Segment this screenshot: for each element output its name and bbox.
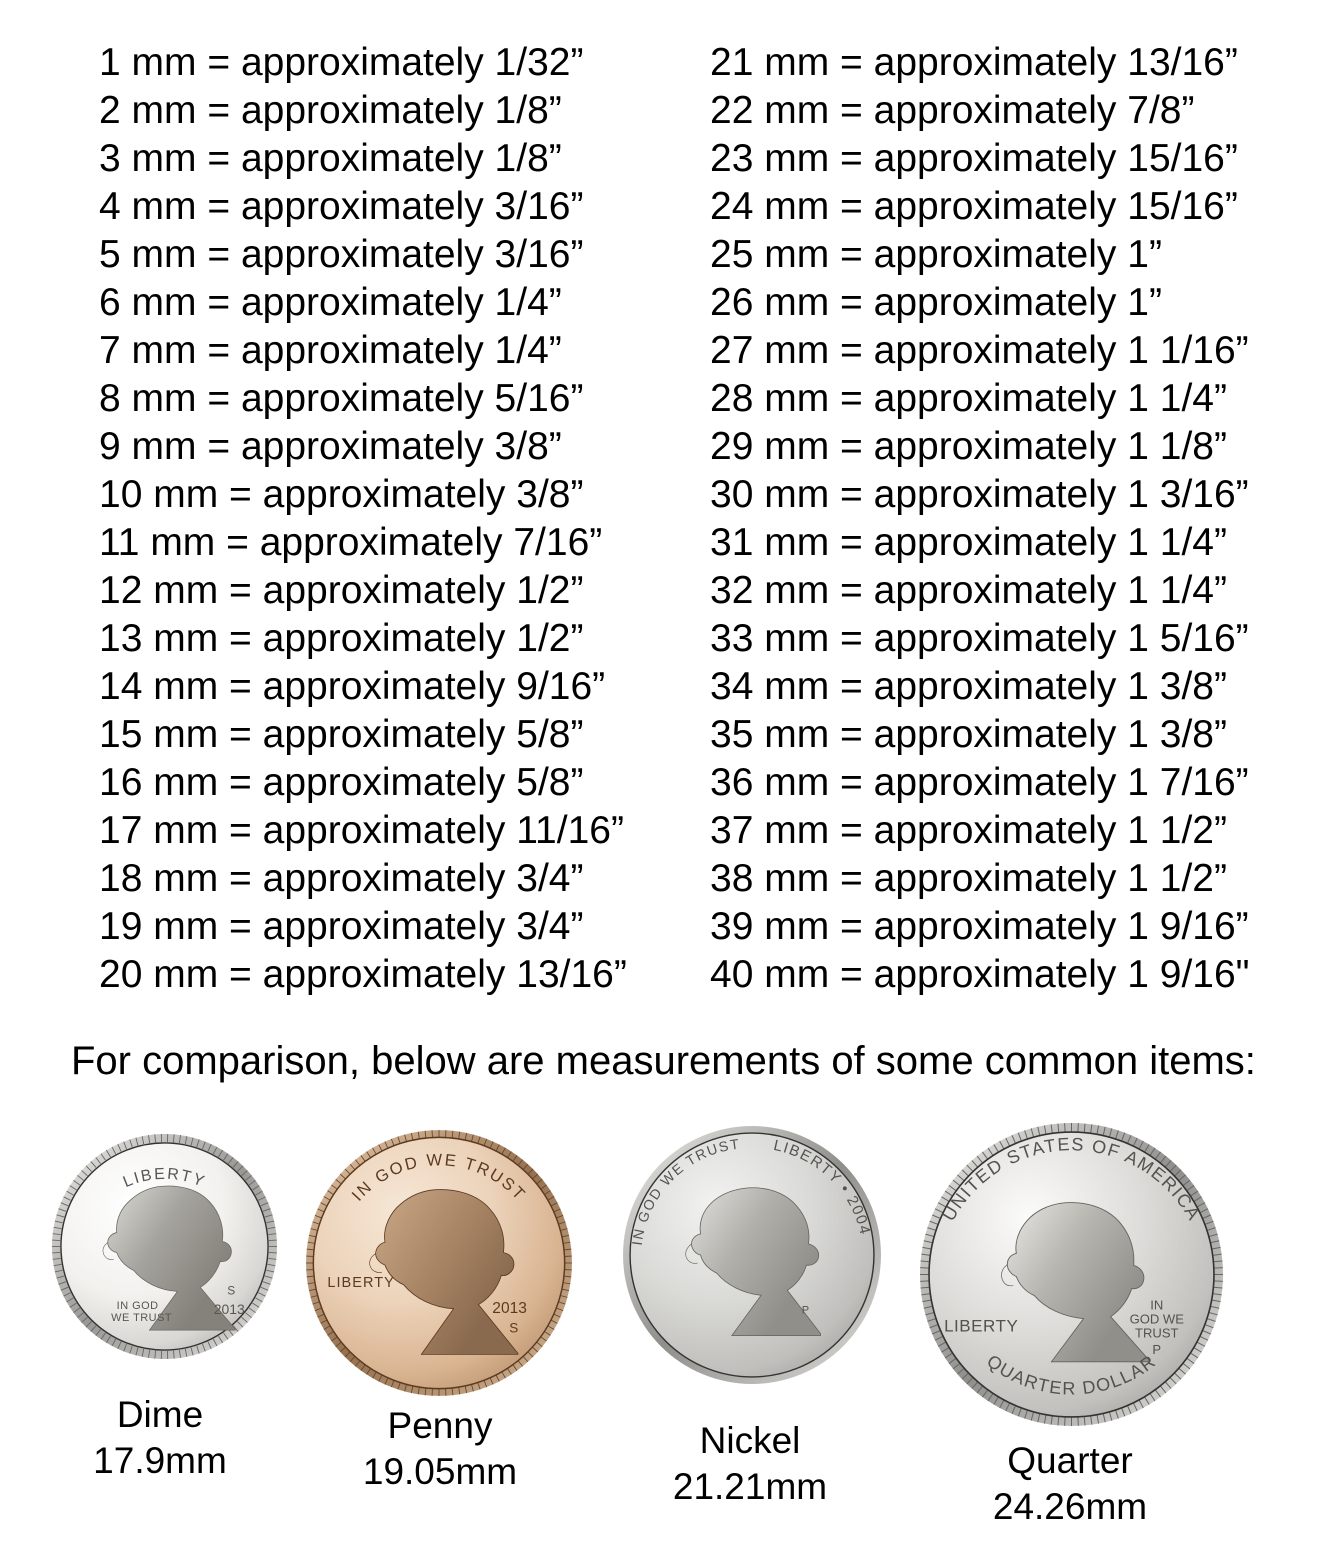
svg-text:GOD WE: GOD WE: [1130, 1312, 1185, 1327]
svg-text:LIBERTY: LIBERTY: [944, 1317, 1018, 1336]
svg-text:P: P: [802, 1304, 809, 1316]
svg-text:TRUST: TRUST: [1135, 1326, 1178, 1341]
svg-text:LIBERTY: LIBERTY: [327, 1275, 395, 1291]
svg-text:S: S: [227, 1283, 235, 1297]
svg-text:IN GOD: IN GOD: [117, 1300, 159, 1312]
svg-text:WE TRUST: WE TRUST: [111, 1312, 172, 1324]
svg-text:2013: 2013: [492, 1300, 527, 1317]
svg-text:IN: IN: [1150, 1298, 1163, 1313]
svg-text:S: S: [509, 1321, 518, 1336]
svg-text:P: P: [1152, 1342, 1161, 1357]
svg-text:2013: 2013: [214, 1301, 245, 1317]
